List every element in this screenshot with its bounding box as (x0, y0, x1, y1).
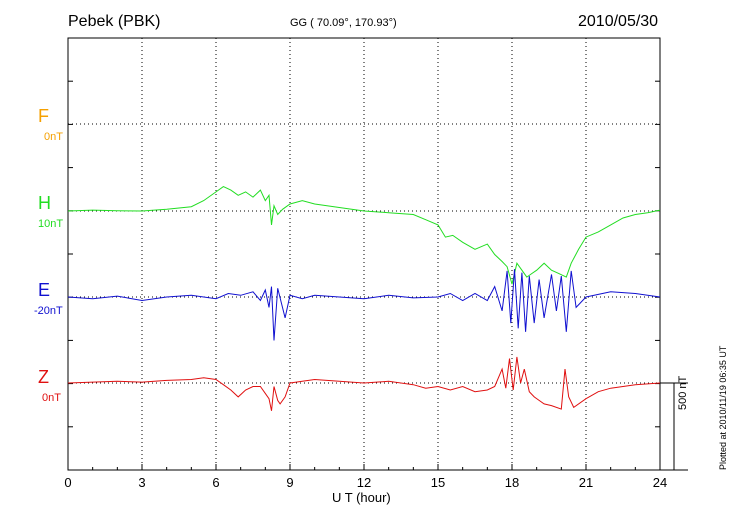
x-tick-label: 15 (431, 475, 445, 490)
series-line-z (67, 356, 661, 411)
x-tick-label: 12 (357, 475, 371, 490)
x-tick-label: 24 (653, 475, 667, 490)
date-label: 2010/05/30 (578, 13, 659, 30)
channel-z-label: Z (38, 367, 49, 387)
scale-bar-label: 500 nT (677, 375, 689, 410)
grid (68, 38, 660, 470)
x-tick-label: 9 (286, 475, 293, 490)
channel-e-label: E (38, 280, 51, 300)
ticks: 0 3 6 9 12 15 18 21 24 (64, 37, 667, 490)
plotted-timestamp: Plotted at 2010/11/19 06:35 UT (718, 345, 728, 470)
x-tick-label: 6 (212, 475, 219, 490)
geo-coords: GG ( 70.09°, 170.93°) (290, 17, 397, 29)
channel-f-baseline: 0nT (44, 131, 63, 143)
x-tick-label: 21 (579, 475, 593, 490)
channel-h-label: H (38, 193, 51, 213)
series-line-e (67, 269, 661, 341)
channel-z-baseline: 0nT (42, 392, 61, 404)
series-group (67, 186, 661, 411)
channel-h-baseline: 10nT (38, 218, 64, 230)
station-title: Pebek (PBK) (68, 13, 161, 30)
channel-e-baseline: -20nT (34, 305, 63, 317)
x-tick-label: 0 (64, 475, 71, 490)
scale-bar (660, 382, 688, 471)
series-line-h (67, 186, 661, 285)
x-axis-title: U T (hour) (332, 490, 391, 505)
channel-f-label: F (38, 106, 49, 126)
x-tick-label: 3 (138, 475, 145, 490)
x-tick-label: 18 (505, 475, 519, 490)
